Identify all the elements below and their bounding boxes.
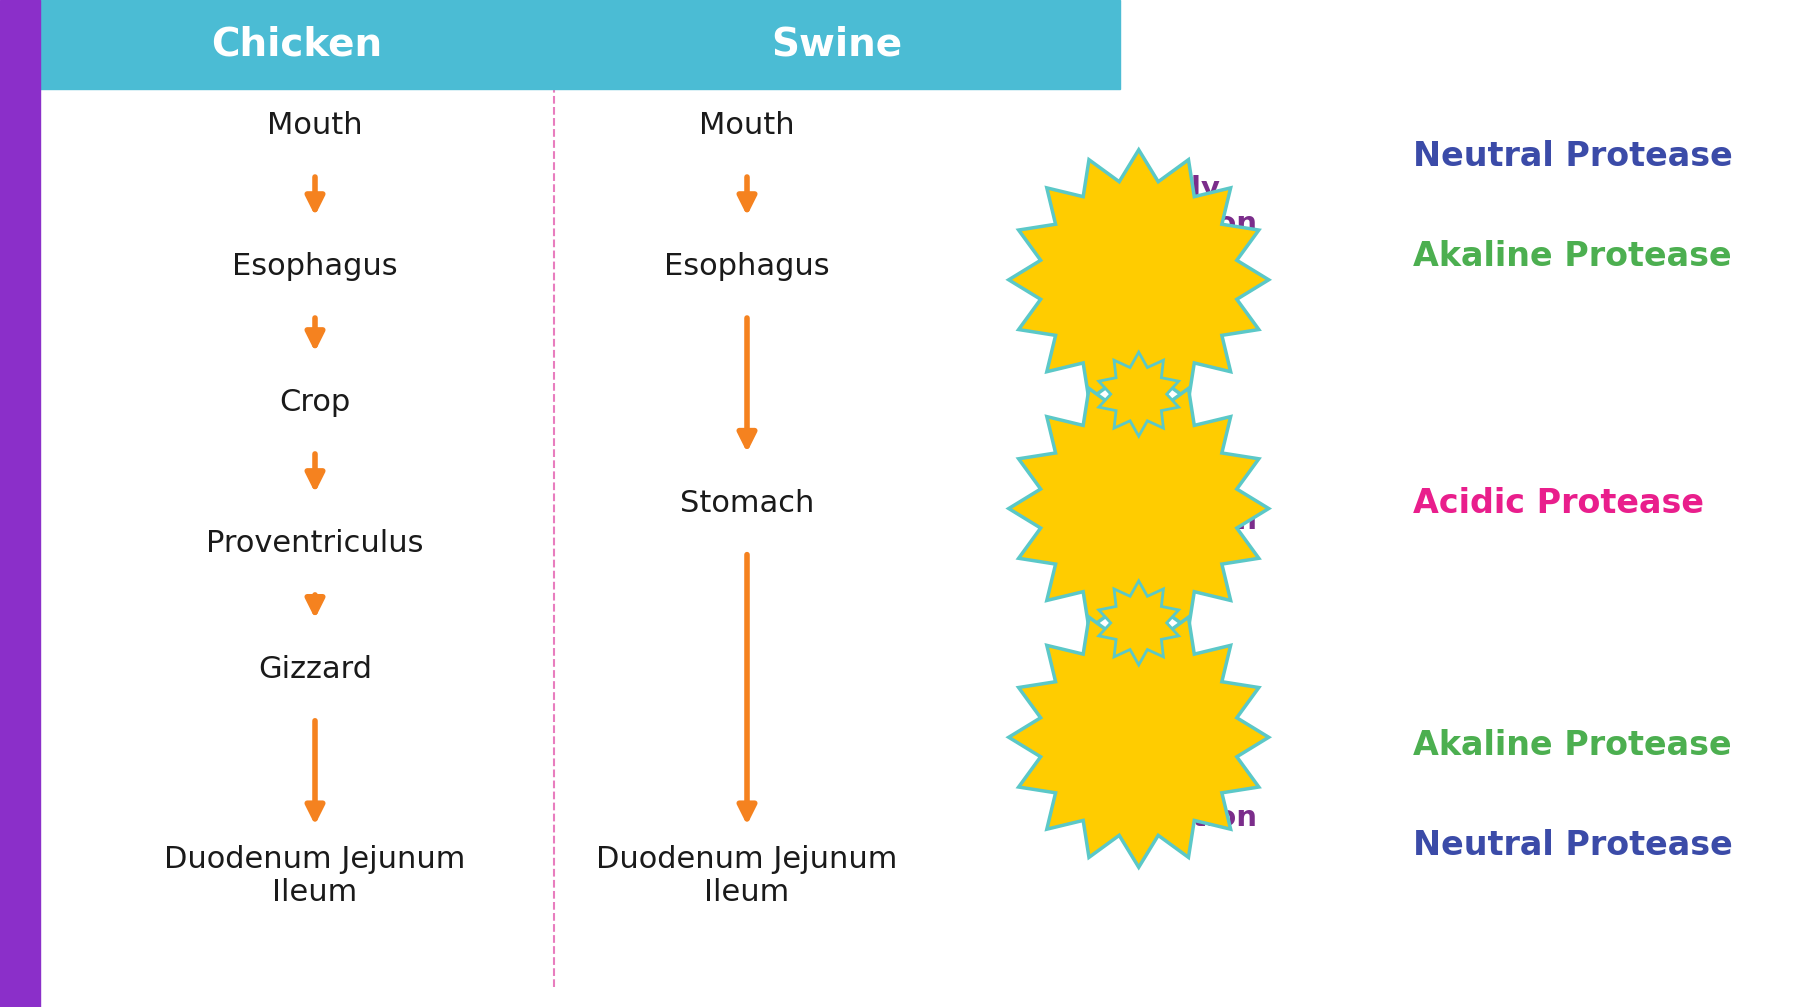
Text: Esophagus: Esophagus [232,253,398,281]
Text: Gizzard: Gizzard [257,656,373,684]
Text: Acidic Protease: Acidic Protease [1413,487,1705,520]
Text: Stomach: Stomach [680,489,814,518]
Bar [40,0,1120,89]
Text: Akaline Protease: Akaline Protease [1413,729,1732,761]
Text: Neutral Protease: Neutral Protease [1413,140,1733,172]
Text: Crop: Crop [279,389,351,417]
Text: Mouth: Mouth [266,112,364,140]
Text: Mouth: Mouth [698,112,796,140]
Text: Swine: Swine [772,25,902,63]
Text: Chicken: Chicken [211,25,383,63]
Text: Duodenum Jejunum
Ileum: Duodenum Jejunum Ileum [164,845,466,907]
Text: Proventriculus: Proventriculus [207,530,423,558]
Text: Better
Digestion: Better Digestion [1100,769,1258,832]
Bar [0,0,40,1007]
Text: Duodenum Jejunum
Ileum: Duodenum Jejunum Ileum [596,845,898,907]
Text: Better
Digestion: Better Digestion [1100,472,1258,535]
Text: Akaline Protease: Akaline Protease [1413,241,1732,273]
Text: Early
Digestion: Early Digestion [1100,175,1258,238]
Text: Neutral Protease: Neutral Protease [1413,830,1733,862]
Text: Esophagus: Esophagus [664,253,830,281]
